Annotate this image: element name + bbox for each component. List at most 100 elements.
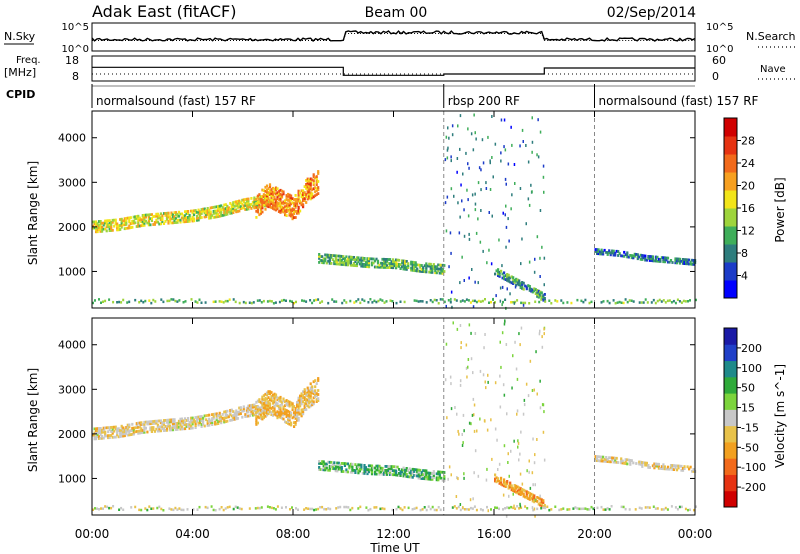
echo-cell	[450, 407, 453, 411]
echo-cell	[294, 206, 297, 209]
echo-cell	[471, 268, 473, 271]
echo-cell	[155, 214, 158, 218]
echo-cell	[494, 381, 497, 385]
echo-cell	[524, 301, 527, 305]
echo-cell	[282, 411, 285, 415]
echo-cell	[191, 418, 194, 422]
noise-tick-right-top: 10^5	[706, 22, 733, 33]
echo-cell	[626, 458, 629, 462]
echo-cell	[102, 221, 105, 225]
echo-cell	[285, 204, 288, 207]
echo-cell	[614, 253, 617, 257]
echo-cell	[108, 225, 111, 228]
echo-cell	[417, 470, 420, 474]
echo-cell	[296, 408, 299, 412]
echo-cell	[296, 209, 299, 213]
echo-cell	[300, 402, 303, 406]
echo-cell	[425, 262, 428, 266]
echo-cell	[366, 470, 369, 474]
echo-cell	[490, 418, 492, 422]
echo-cell	[125, 227, 128, 230]
echo-cell	[340, 259, 343, 262]
echo-cell	[146, 508, 149, 512]
echo-cell	[363, 464, 366, 467]
echo-cell	[407, 266, 410, 269]
echo-cell	[373, 506, 376, 509]
echo-cell	[273, 410, 276, 414]
echo-cell	[299, 209, 302, 213]
echo-cell	[268, 201, 272, 205]
echo-cell	[120, 426, 123, 430]
echo-cell	[544, 506, 547, 510]
echo-cell	[176, 423, 179, 427]
echo-cell	[199, 212, 202, 216]
echo-cell	[351, 470, 354, 474]
echo-cell	[238, 507, 241, 510]
echo-cell	[236, 200, 239, 203]
echo-cell	[463, 508, 466, 511]
echo-cell	[165, 426, 169, 430]
echo-cell	[244, 208, 247, 211]
echo-cell	[534, 483, 536, 487]
echo-cell	[205, 414, 208, 418]
echo-cell	[635, 253, 638, 256]
echo-cell	[285, 202, 288, 205]
echo-cell	[651, 255, 654, 259]
echo-cell	[513, 279, 516, 282]
echo-cell	[426, 471, 429, 475]
echo-cell	[410, 266, 413, 270]
echo-cell	[305, 195, 308, 198]
echo-cell	[600, 301, 603, 304]
echo-cell	[122, 432, 125, 436]
echo-cell	[325, 508, 328, 511]
echo-cell	[299, 402, 302, 406]
echo-cell	[277, 198, 281, 201]
echo-cell	[495, 476, 498, 480]
echo-cell	[528, 498, 531, 501]
echo-cell	[303, 299, 306, 303]
echo-cell	[238, 199, 241, 203]
echo-cell	[261, 202, 264, 206]
echo-cell	[389, 258, 392, 261]
echo-cell	[617, 461, 620, 464]
echo-cell	[137, 220, 140, 224]
echo-cell	[503, 482, 506, 486]
echo-cell	[528, 302, 531, 305]
echo-cell	[148, 505, 151, 508]
echo-cell	[171, 424, 175, 428]
echo-cell	[389, 299, 392, 302]
echo-cell	[132, 432, 135, 436]
echo-cell	[532, 508, 535, 512]
echo-cell	[370, 257, 374, 261]
echo-cell	[334, 254, 337, 258]
echo-cell	[128, 226, 131, 230]
echo-cell	[305, 187, 308, 190]
echo-cell	[540, 498, 543, 502]
echo-cell	[319, 462, 322, 465]
echo-cell	[92, 508, 94, 511]
echo-cell	[531, 288, 534, 292]
echo-cell	[161, 220, 164, 224]
echo-cell	[512, 487, 515, 490]
echo-cell	[279, 192, 282, 196]
echo-cell	[375, 468, 378, 472]
echo-cell	[644, 298, 647, 301]
echo-cell	[411, 268, 414, 272]
echo-cell	[93, 437, 96, 441]
echo-cell	[372, 261, 375, 265]
echo-cell	[128, 216, 131, 220]
echo-cell	[506, 480, 509, 483]
echo-cell	[180, 421, 184, 425]
echo-cell	[128, 224, 131, 228]
echo-cell	[230, 408, 233, 412]
echo-cell	[215, 211, 218, 215]
echo-cell	[308, 194, 311, 198]
echo-cell	[270, 188, 273, 191]
echo-cell	[267, 203, 270, 207]
echo-cell	[640, 301, 643, 304]
echo-cell	[365, 506, 368, 509]
echo-cell	[527, 197, 530, 201]
echo-cell	[265, 188, 269, 192]
echo-cell	[193, 219, 196, 223]
echo-cell	[217, 414, 220, 417]
